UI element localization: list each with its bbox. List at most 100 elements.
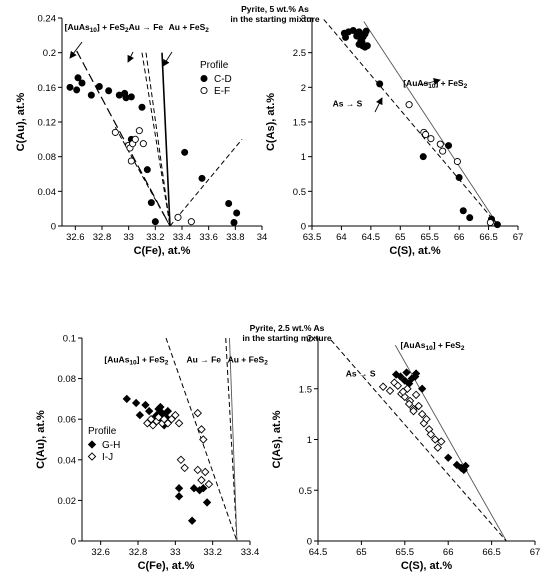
data-point <box>187 516 197 525</box>
data-point <box>437 437 446 446</box>
x-tick-label: 63.5 <box>303 232 322 243</box>
x-tick-label: 33.4 <box>173 232 192 243</box>
series-c-d <box>340 26 501 229</box>
data-point <box>127 93 135 101</box>
reference-line <box>330 339 507 541</box>
annotation-arrow <box>127 51 135 63</box>
x-tick-label: 33.2 <box>203 547 222 558</box>
x-tick-label: 32.6 <box>91 547 110 558</box>
data-point <box>233 209 241 217</box>
x-tick-label: 33 <box>123 232 134 243</box>
line-annotation: As → S <box>346 369 376 379</box>
x-axis-label: C(Fe), at.% <box>138 560 195 572</box>
y-tick-label: 0.16 <box>38 83 57 94</box>
reference-line <box>394 344 507 541</box>
data-point <box>445 142 453 150</box>
header-top-line1: Pyrite, 5 wt.% As <box>241 4 309 14</box>
data-point <box>427 135 435 143</box>
data-point <box>199 435 208 444</box>
line-annotation: Au + FeS2 <box>169 22 210 34</box>
data-point <box>417 409 427 419</box>
data-point <box>202 498 212 507</box>
data-point <box>422 414 431 424</box>
data-point <box>139 140 147 148</box>
data-point <box>111 128 119 136</box>
data-point <box>147 199 155 207</box>
y-tick-label: 0.02 <box>58 496 77 507</box>
data-point <box>138 103 146 111</box>
data-point <box>349 26 357 34</box>
data-point <box>174 213 182 221</box>
legend-marker <box>87 440 97 449</box>
y-tick-label: 0.5 <box>299 486 312 497</box>
y-tick-label: 1 <box>301 152 306 163</box>
data-point <box>417 384 427 393</box>
x-tick-label: 67 <box>530 547 541 558</box>
reference-line <box>169 139 243 226</box>
data-point <box>181 148 189 156</box>
line-annotation: [AuAs10] + FeS2 <box>104 354 168 366</box>
legend-label: C-D <box>214 74 232 85</box>
legend-marker <box>87 452 97 461</box>
header-bottom-line2: in the starting mixture <box>242 333 332 343</box>
data-point <box>486 218 494 227</box>
y-axis-label: C(Au), at.% <box>15 92 27 151</box>
data-point <box>430 435 440 444</box>
data-point <box>230 219 238 227</box>
data-point <box>459 207 467 215</box>
y-tick-label: 0.08 <box>38 152 57 163</box>
legend-label: E-F <box>214 86 230 97</box>
data-point <box>143 166 151 174</box>
annotation-arrow <box>162 51 173 67</box>
data-point <box>422 130 430 139</box>
data-point <box>361 43 369 51</box>
x-tick-label: 33.8 <box>226 232 245 243</box>
y-axis-label: C(As), at.% <box>271 410 283 468</box>
data-point <box>87 91 95 99</box>
legend-label: G-H <box>102 440 120 451</box>
y-tick-label: 3 <box>301 14 306 25</box>
x-tick-label: 32.8 <box>93 232 112 243</box>
y-tick-label: 0 <box>307 537 312 548</box>
y-tick-label: 0.2 <box>43 48 56 59</box>
header-top-line2: in the starting mixture <box>230 14 320 24</box>
data-point <box>466 214 474 222</box>
annotation-arrow <box>69 41 83 59</box>
y-tick-label: 1 <box>307 435 312 446</box>
reference-line <box>76 50 171 226</box>
reference-line <box>363 21 499 226</box>
panel-b: 63.5 64 64.5 65 65.5 66 66.5 67 0 0.5 1 1.5 2 2.5 3 C(S… <box>265 14 523 258</box>
data-point <box>174 484 184 493</box>
legend-marker <box>200 75 208 83</box>
x-tick-label: 66.5 <box>482 547 501 558</box>
x-tick-label: 34 <box>257 232 268 243</box>
y-tick-label: 0.1 <box>63 334 76 345</box>
y-tick-label: 0.08 <box>58 374 77 385</box>
series-i-j <box>143 408 214 489</box>
data-point <box>405 101 413 109</box>
x-tick-label: 65.5 <box>420 232 439 243</box>
y-tick-label: 0.06 <box>58 415 77 426</box>
line-annotation: [AuAs10] + FeS2 <box>65 22 129 34</box>
data-point <box>66 83 74 91</box>
header-bottom-line1: Pyrite, 2.5 wt.% As <box>250 323 325 333</box>
x-tick-label: 66 <box>454 232 465 243</box>
data-point <box>419 153 427 161</box>
x-tick-label: 65 <box>395 232 406 243</box>
data-point <box>411 369 421 378</box>
data-point <box>135 410 145 420</box>
data-point <box>409 406 418 416</box>
data-point <box>180 463 189 473</box>
x-tick-label: 66.5 <box>479 232 498 243</box>
data-point <box>411 390 421 400</box>
y-tick-label: 0.04 <box>38 187 57 198</box>
y-tick-label: 0 <box>301 222 306 233</box>
data-point <box>127 157 135 165</box>
annotation-arrow <box>374 97 383 113</box>
y-tick-label: 2 <box>307 334 312 345</box>
data-point <box>176 455 186 465</box>
data-point <box>156 402 165 412</box>
annotation-arrow <box>419 78 441 86</box>
